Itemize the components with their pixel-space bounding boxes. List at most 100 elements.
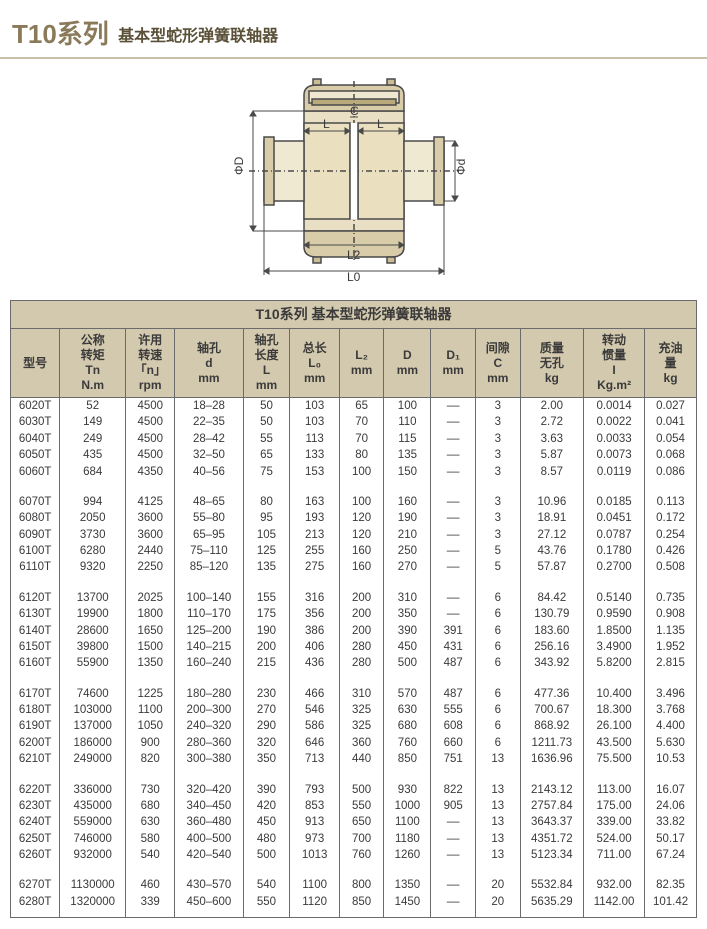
cell: 440 [339, 751, 384, 774]
cell: 391 [431, 623, 476, 639]
table-row: 6030T149450022–355010370110––32.720.0022… [11, 414, 697, 430]
cell: 6080T [11, 510, 60, 526]
cell: 3 [476, 527, 521, 543]
cell: 730 [126, 775, 175, 798]
cell: 256.16 [520, 639, 583, 655]
cell: 55 [243, 431, 290, 447]
cell: 6190T [11, 718, 60, 734]
cell: 0.0451 [584, 510, 645, 526]
cell: 0.113 [645, 487, 697, 510]
cell: 360–480 [175, 814, 243, 830]
cell: 6030T [11, 414, 60, 430]
cell: –– [431, 527, 476, 543]
cell: 6280 [60, 543, 126, 559]
cell: 200 [339, 606, 384, 622]
table-row: 6170T746001225180–2802304663105704876477… [11, 679, 697, 702]
cell: 24.06 [645, 798, 697, 814]
cell: 406 [290, 639, 339, 655]
cell: 3 [476, 431, 521, 447]
cell: 316 [290, 583, 339, 606]
cell: 500 [384, 655, 431, 678]
cell: 100 [384, 398, 431, 415]
cell: 130.79 [520, 606, 583, 622]
cell: 500 [243, 847, 290, 870]
cell: 65–95 [175, 527, 243, 543]
cell: –– [431, 831, 476, 847]
cell: 1180 [384, 831, 431, 847]
cell: 524.00 [584, 831, 645, 847]
cell: 3 [476, 447, 521, 463]
cell: 200 [243, 639, 290, 655]
cell: 32–50 [175, 447, 243, 463]
title-sub: 基本型蛇形弹簧联轴器 [118, 22, 278, 46]
col-header-9: 间隙Cmm [476, 329, 521, 398]
cell: 3643.37 [520, 814, 583, 830]
cell: –– [431, 398, 476, 415]
cell: 103 [290, 414, 339, 430]
cell: 100 [339, 487, 384, 510]
cell: 853 [290, 798, 339, 814]
cell: 0.041 [645, 414, 697, 430]
cell: 822 [431, 775, 476, 798]
table-row: 6180T1030001100200–300270546325630555670… [11, 702, 697, 718]
cell: 250 [384, 543, 431, 559]
cell: –– [431, 447, 476, 463]
cell: 1320000 [60, 894, 126, 918]
cell: 684 [60, 464, 126, 487]
table-row: 6100T6280244075–110125255160250––543.760… [11, 543, 697, 559]
cell: 85–120 [175, 559, 243, 582]
cell: 135 [384, 447, 431, 463]
cell: 6100T [11, 543, 60, 559]
cell: 100 [339, 464, 384, 487]
cell: 540 [126, 847, 175, 870]
cell: 913 [290, 814, 339, 830]
table-row: 6120T137002025100–140155316200310––684.4… [11, 583, 697, 606]
cell: 6020T [11, 398, 60, 415]
cell: 3 [476, 487, 521, 510]
cell: 57.87 [520, 559, 583, 582]
table-row: 6210T249000820300–3803507134408507511316… [11, 751, 697, 774]
cell: 0.0073 [584, 447, 645, 463]
cell: 930 [384, 775, 431, 798]
cell: 20 [476, 870, 521, 893]
cell: 125 [243, 543, 290, 559]
cell: 200 [339, 583, 384, 606]
cell: 350 [243, 751, 290, 774]
cell: 0.426 [645, 543, 697, 559]
cell: –– [431, 847, 476, 870]
spec-table: T10系列 基本型蛇形弹簧联轴器 型号公称转矩TnN.m许用转速「n」rpm轴孔… [10, 300, 697, 918]
col-header-3: 轴孔dmm [175, 329, 243, 398]
cell: 100–140 [175, 583, 243, 606]
cell: 435000 [60, 798, 126, 814]
cell: 1100 [126, 702, 175, 718]
cell: –– [431, 464, 476, 487]
cell: 13 [476, 798, 521, 814]
cell: 43.76 [520, 543, 583, 559]
cell: 6130T [11, 606, 60, 622]
cell: 6250T [11, 831, 60, 847]
cell: 193 [290, 510, 339, 526]
cell: 994 [60, 487, 126, 510]
cell: 133 [290, 447, 339, 463]
cell: 0.172 [645, 510, 697, 526]
cell: 6140T [11, 623, 60, 639]
cell: 125–200 [175, 623, 243, 639]
cell: 325 [339, 718, 384, 734]
table-row: 6220T336000730320–4203907935009308221321… [11, 775, 697, 798]
technical-diagram: L L C ΦD Φd L2 L0 [0, 59, 707, 300]
cell: 175 [243, 606, 290, 622]
cell: 270 [384, 559, 431, 582]
cell: 75.500 [584, 751, 645, 774]
cell: 0.068 [645, 447, 697, 463]
cell: 466 [290, 679, 339, 702]
cell: 1130000 [60, 870, 126, 893]
table-row: 6230T435000680340–4504208535501000905132… [11, 798, 697, 814]
table-row: 6260T932000540420–54050010137601260––135… [11, 847, 697, 870]
cell: 13 [476, 814, 521, 830]
cell: 1.135 [645, 623, 697, 639]
cell: 9320 [60, 559, 126, 582]
cell: 420 [243, 798, 290, 814]
table-row: 6250T746000580400–5004809737001180––1343… [11, 831, 697, 847]
cell: 1142.00 [584, 894, 645, 918]
cell: 103 [290, 398, 339, 415]
